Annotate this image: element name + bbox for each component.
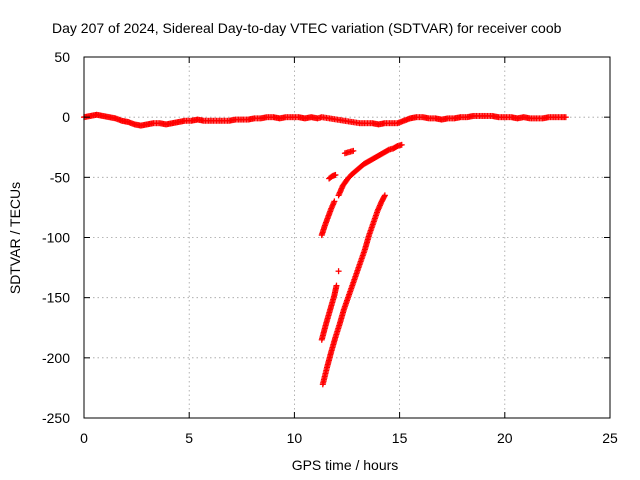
chart-title: Day 207 of 2024, Sidereal Day-to-day VTE… <box>52 20 562 36</box>
y-tick-label: -200 <box>42 350 70 366</box>
y-tick-label: 0 <box>62 109 70 125</box>
grid <box>84 57 610 418</box>
x-tick-label: 15 <box>392 430 408 446</box>
data-points <box>81 111 569 388</box>
y-tick-label: -50 <box>50 169 70 185</box>
y-tick-label: -250 <box>42 410 70 426</box>
x-tick-label: 5 <box>185 430 193 446</box>
x-tick-label: 0 <box>80 430 88 446</box>
y-tick-label: 50 <box>54 49 70 65</box>
y-tick-label: -100 <box>42 230 70 246</box>
x-tick-label: 20 <box>497 430 513 446</box>
x-axis-label: GPS time / hours <box>292 457 399 473</box>
plot-frame <box>83 56 611 419</box>
axis-ticks: 0 5 10 15 20 25 50 0 -50 -100 -150 -200 -250 <box>42 49 618 446</box>
y-tick-label: -150 <box>42 290 70 306</box>
x-tick-label: 25 <box>602 430 618 446</box>
y-axis-label: SDTVAR / TECUs <box>7 182 23 294</box>
x-tick-label: 10 <box>287 430 303 446</box>
